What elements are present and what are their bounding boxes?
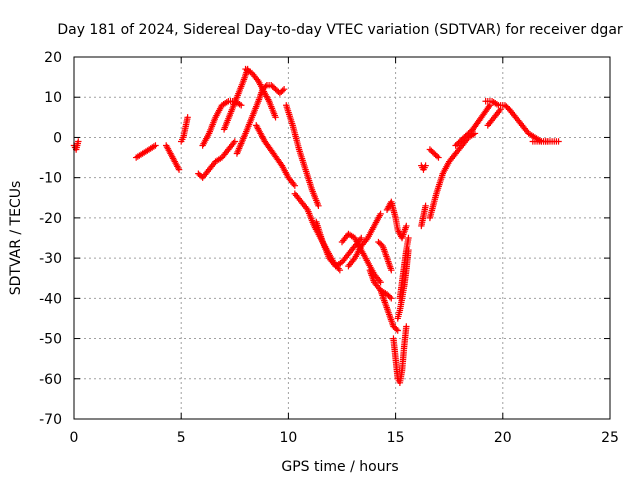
data-point: [231, 138, 238, 145]
y-tick-label: -20: [39, 211, 62, 227]
data-point: [388, 295, 395, 302]
data-point: [291, 182, 299, 189]
series-arc-30: [484, 106, 504, 129]
y-tick-label: -40: [39, 291, 62, 307]
data-point: [393, 325, 400, 333]
data-point: [377, 279, 384, 286]
data-point: [336, 266, 344, 274]
series-arc-29: [482, 98, 513, 113]
data-point: [405, 234, 412, 242]
data-point: [238, 102, 245, 109]
data-point: [388, 266, 395, 274]
data-point: [152, 142, 159, 149]
series-arc-5: [195, 138, 238, 181]
series-arc-15: [345, 210, 384, 270]
series-arc-23: [396, 234, 412, 302]
data-point: [403, 323, 410, 330]
data-point: [485, 103, 493, 110]
y-tick-label: -30: [39, 251, 62, 267]
series-arc-26: [426, 130, 479, 222]
data-point: [471, 130, 479, 137]
series-arc-2: [132, 142, 159, 161]
y-tick-label: -10: [39, 171, 62, 187]
chart-title: Day 181 of 2024, Sidereal Day-to-day VTE…: [57, 22, 623, 38]
series-arc-18: [375, 238, 395, 274]
data-point: [358, 234, 365, 242]
series-arc-11: [253, 122, 299, 189]
y-axis-label: SDTVAR / TECUs: [8, 181, 24, 296]
data-point: [394, 327, 401, 334]
data-point: [422, 202, 429, 210]
data-point: [277, 160, 285, 168]
series-arc-7: [220, 65, 251, 133]
y-tick-label: -60: [39, 372, 62, 388]
data-point: [555, 138, 562, 145]
x-tick-label: 0: [70, 430, 79, 446]
x-tick-label: 15: [387, 430, 405, 446]
series-arc-4: [178, 114, 191, 145]
series-arc-1: [70, 138, 82, 153]
data-point: [386, 293, 394, 301]
data-points: [70, 65, 562, 386]
x-tick-label: 5: [177, 430, 186, 446]
series-arc-21: [390, 323, 410, 386]
data-point: [403, 222, 410, 230]
plot-frame: [73, 56, 611, 420]
data-point: [272, 114, 279, 121]
series-arc-25: [418, 202, 429, 230]
x-tick-label: 10: [279, 430, 297, 446]
data-point: [75, 138, 82, 145]
series-arc-16: [338, 230, 384, 286]
series-arc-32: [529, 138, 562, 145]
data-point: [435, 154, 442, 161]
data-point: [175, 166, 183, 173]
axis-ticks: 0 5 10 15 20 25 20 10 0 -10 -20 -30 -40 -50 -60 -70: [39, 50, 619, 446]
data-point: [279, 87, 286, 94]
y-tick-label: 0: [53, 130, 62, 146]
y-tick-label: -70: [39, 412, 62, 428]
series-arc-31: [506, 106, 552, 145]
series-arc-3: [162, 142, 183, 173]
series-arc-20: [383, 198, 410, 242]
data-point: [280, 85, 288, 93]
data-point: [422, 162, 429, 169]
series-arc-28: [452, 102, 494, 149]
y-tick-label: 20: [44, 50, 62, 66]
data-point: [377, 210, 384, 218]
series-arc-12: [283, 102, 322, 210]
x-axis-label: GPS time / hours: [281, 459, 398, 475]
series-arc-9: [242, 65, 279, 121]
series-arc-27: [426, 146, 442, 161]
data-point: [184, 114, 191, 121]
data-point: [433, 153, 441, 160]
series-arc-24: [418, 162, 429, 173]
x-tick-label: 20: [494, 430, 512, 446]
data-point: [315, 202, 322, 210]
data-point: [497, 106, 504, 113]
grid-lines: [74, 57, 610, 419]
y-tick-label: -50: [39, 332, 62, 348]
series-arc-19: [377, 287, 401, 334]
y-tick-label: 10: [44, 90, 62, 106]
series-arc-10: [263, 81, 288, 97]
series-arc-8: [233, 81, 271, 157]
x-tick-label: 25: [601, 430, 619, 446]
series-arc-17: [366, 266, 395, 302]
